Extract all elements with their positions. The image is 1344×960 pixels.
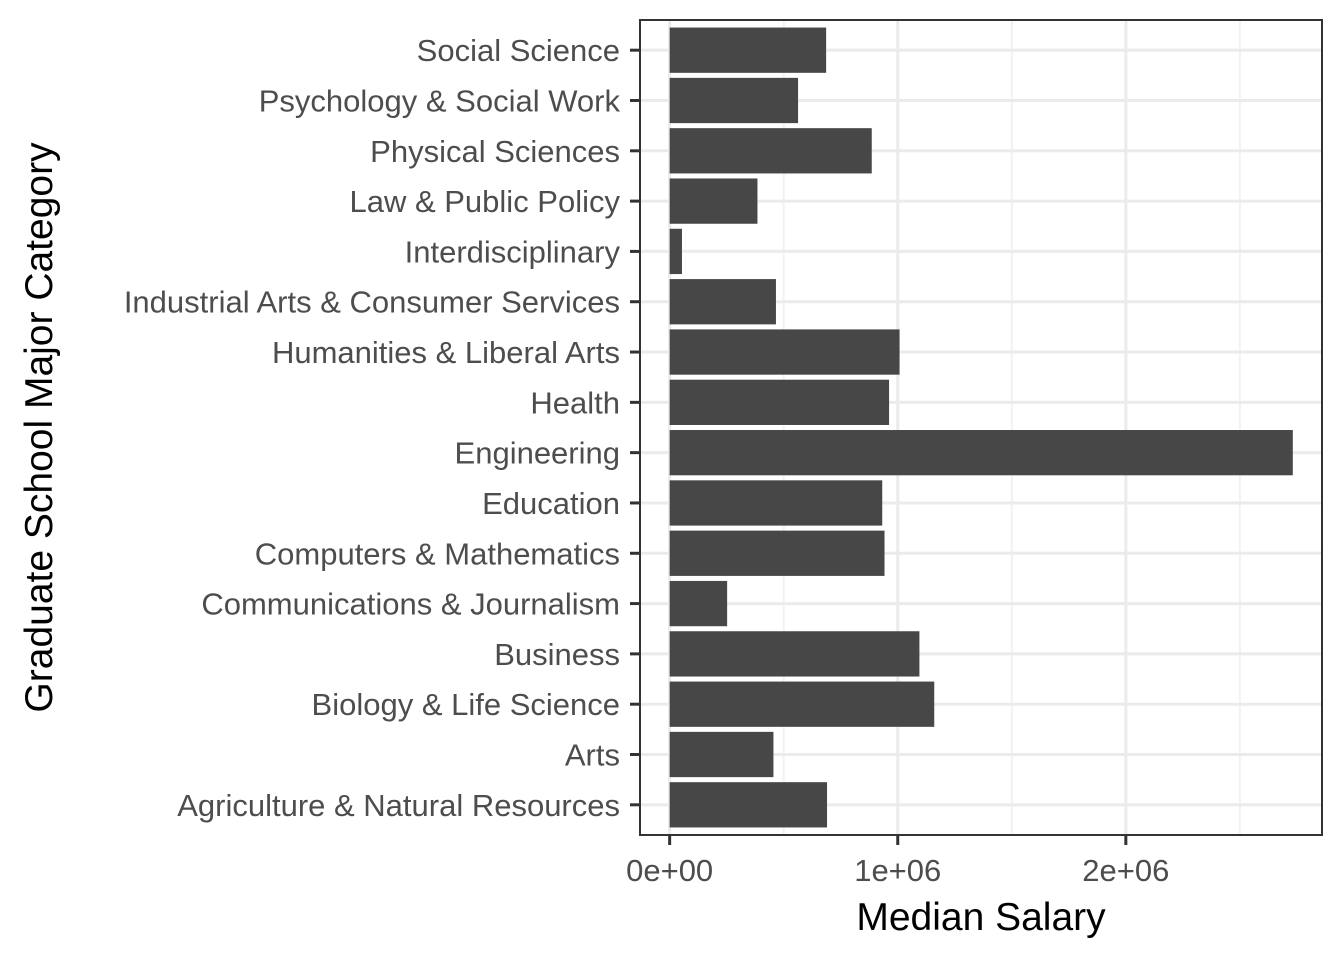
bar	[669, 128, 872, 174]
bar	[669, 480, 883, 526]
bar	[669, 329, 900, 375]
bar	[669, 77, 799, 124]
y-tick-label: Engineering	[455, 436, 620, 471]
x-axis-title: Median Salary	[856, 896, 1106, 939]
bar	[669, 782, 828, 828]
bar	[669, 681, 935, 727]
y-tick-label: Humanities & Liberal Arts	[272, 335, 620, 370]
y-tick-label: Arts	[565, 738, 620, 773]
y-tick-label: Interdisciplinary	[405, 234, 621, 269]
y-tick-label: Industrial Arts & Consumer Services	[124, 285, 620, 320]
y-tick-label: Psychology & Social Work	[259, 83, 621, 118]
y-tick-label: Social Science	[417, 33, 620, 68]
y-tick-label: Agriculture & Natural Resources	[177, 788, 620, 823]
labels-layer: Agriculture & Natural Resources Arts Biolo…	[124, 33, 1170, 888]
bar	[669, 27, 827, 73]
x-tick-label: 2e+06	[1082, 853, 1169, 888]
bar	[669, 228, 682, 275]
bar	[669, 279, 776, 325]
bars-layer	[669, 27, 1293, 828]
y-axis-title: Graduate School Major Category	[18, 142, 61, 713]
bar	[669, 379, 890, 425]
y-tick-label: Business	[494, 637, 620, 672]
panel-border	[639, 19, 1323, 836]
y-tick-label: Physical Sciences	[370, 134, 620, 169]
y-tick-label: Education	[482, 486, 620, 521]
ticks-layer	[630, 48, 1128, 845]
bar	[669, 430, 1293, 476]
y-tick-label: Biology & Life Science	[312, 687, 620, 722]
bar	[669, 580, 728, 627]
x-tick-label: 1e+06	[854, 853, 941, 888]
x-tick-label: 0e+00	[626, 853, 713, 888]
y-tick-label: Law & Public Policy	[349, 184, 620, 219]
y-tick-label: Health	[530, 385, 620, 420]
y-tick-label: Computers & Mathematics	[255, 536, 620, 571]
bar	[669, 731, 774, 778]
bar	[669, 178, 758, 224]
bar	[669, 530, 885, 576]
bar	[669, 631, 920, 677]
y-tick-label: Communications & Journalism	[201, 587, 620, 622]
